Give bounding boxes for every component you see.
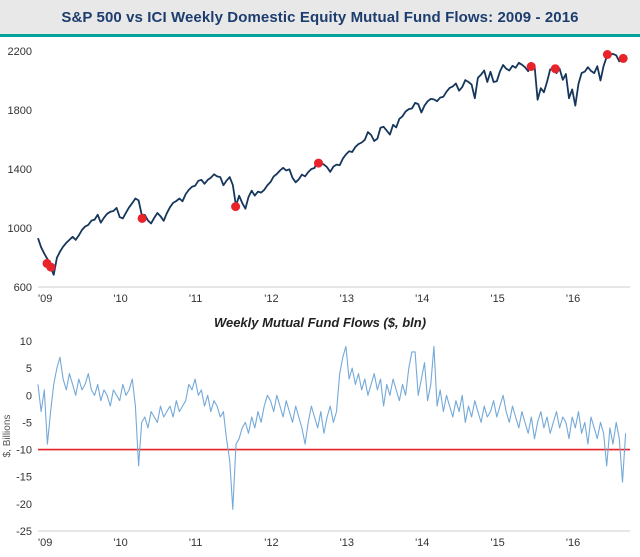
outflow-marker-dot [526, 62, 536, 71]
svg-text:-25: -25 [16, 526, 32, 538]
flows-y-axis-ticks: 10 5 0 -5 -10 -15 -20 -25 [16, 336, 32, 538]
flows-y-axis-label: $, Billions [2, 415, 13, 458]
svg-text:0: 0 [26, 390, 32, 402]
svg-text:1800: 1800 [8, 105, 32, 117]
sp500-y-axis-ticks: 600 1000 1400 1800 2200 [8, 46, 32, 294]
header-accent-line [0, 34, 640, 37]
sp500-x-axis-ticks: '09 '10 '11 '12 '13 '14 '15 '16 [38, 293, 580, 305]
svg-text:1000: 1000 [8, 223, 32, 235]
sp500-line [37, 52, 627, 276]
svg-text:-15: -15 [16, 472, 32, 484]
svg-text:'14: '14 [415, 537, 429, 549]
svg-text:'13: '13 [340, 537, 354, 549]
flows-x-axis-ticks: '09 '10 '11 '12 '13 '14 '15 '16 [38, 537, 580, 549]
chart-title: S&P 500 vs ICI Weekly Domestic Equity Mu… [61, 8, 579, 26]
svg-text:-20: -20 [16, 499, 32, 511]
svg-text:'14: '14 [415, 293, 429, 305]
svg-text:2200: 2200 [8, 46, 32, 58]
sp500-chart: 600 1000 1400 1800 2200 '09 '10 '11 '12 '13 '14 '1… [8, 46, 630, 305]
flows-chart-title: Weekly Mutual Fund Flows ($, bln) [213, 315, 427, 330]
outflow-marker-dot [231, 202, 241, 212]
svg-text:'09: '09 [38, 537, 52, 549]
outflow-marker-dot [618, 53, 628, 63]
outflow-marker-dots [42, 50, 628, 272]
svg-text:'11: '11 [189, 293, 203, 305]
svg-text:1400: 1400 [8, 164, 32, 176]
svg-text:'15: '15 [490, 293, 504, 305]
svg-text:'12: '12 [264, 293, 278, 305]
chart-header: S&P 500 vs ICI Weekly Domestic Equity Mu… [0, 0, 640, 34]
svg-text:'13: '13 [340, 293, 354, 305]
svg-text:600: 600 [14, 282, 32, 294]
outflow-marker-dot [314, 158, 323, 168]
svg-text:'12: '12 [264, 537, 278, 549]
svg-text:-5: -5 [22, 417, 32, 429]
svg-text:'16: '16 [566, 293, 580, 305]
outflow-marker-dot [137, 213, 147, 223]
svg-text:'15: '15 [490, 537, 504, 549]
svg-text:10: 10 [20, 336, 32, 348]
outflow-marker-dot [550, 64, 560, 74]
flows-chart: 10 5 0 -5 -10 -15 -20 -25 '09 '10 '11 '12 '13 '14 '15… [2, 336, 630, 549]
svg-text:'11: '11 [189, 537, 203, 549]
svg-text:-10: -10 [16, 445, 32, 457]
svg-text:'10: '10 [113, 537, 127, 549]
svg-text:'16: '16 [566, 537, 580, 549]
outflow-marker-dot [46, 262, 56, 272]
outflow-marker-dot [602, 50, 612, 59]
svg-text:'09: '09 [38, 293, 52, 305]
svg-text:'10: '10 [113, 293, 127, 305]
svg-text:5: 5 [26, 363, 32, 375]
flows-line [37, 345, 627, 510]
